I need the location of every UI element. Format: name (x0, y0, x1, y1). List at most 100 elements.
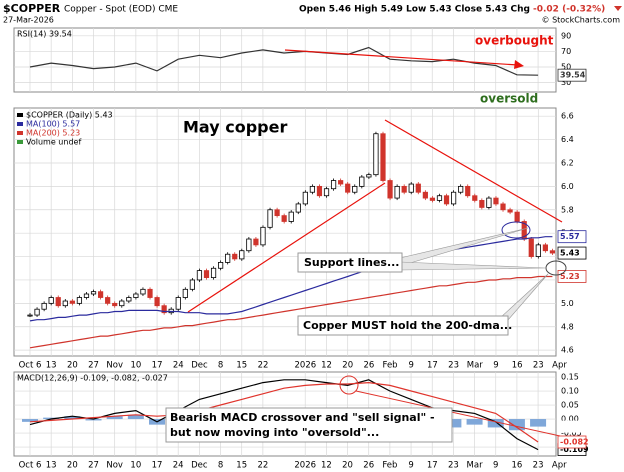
highlight-circle (339, 375, 359, 395)
candle (239, 250, 245, 260)
candle (323, 188, 330, 197)
candle (408, 183, 414, 193)
y-tick-label: 30 (561, 78, 571, 87)
candle (196, 270, 203, 281)
histogram-bar (64, 416, 81, 420)
x-tick-label: 17 (427, 361, 438, 371)
y-tick-label: 70 (561, 47, 571, 56)
x-tick-label: Apr (552, 461, 567, 471)
candle (436, 195, 443, 201)
histogram-bar (127, 414, 144, 420)
x-tick-label: 9 (409, 361, 414, 371)
down-arrow-icon (614, 6, 622, 11)
candle (535, 244, 541, 257)
annotation: overbought (475, 34, 554, 48)
legend-label: Volume undef (26, 138, 81, 147)
candle (126, 297, 132, 302)
x-tick-label: Dec (191, 361, 208, 371)
legend-swatch (17, 140, 23, 144)
candle (267, 209, 273, 228)
x-tick-label: 15 (236, 461, 247, 471)
candle (542, 244, 548, 252)
y-tick-label: 0.15 (561, 373, 579, 382)
last-value-label: 5.23 (560, 272, 580, 281)
histogram-bar (530, 419, 547, 427)
price-panel (13, 107, 557, 357)
y-tick-label: 0.00 (561, 415, 579, 424)
candle (182, 288, 188, 298)
candle (373, 133, 379, 176)
candle (154, 297, 160, 307)
candle (394, 185, 400, 199)
x-tick-label: Apr (552, 361, 567, 371)
candle (472, 195, 478, 201)
candle (345, 183, 351, 193)
support-trendline (187, 182, 386, 313)
x-tick-label: 27 (88, 361, 99, 371)
y-tick-label: 0.05 (561, 401, 579, 410)
candle (34, 308, 40, 316)
y-tick-label: 6.0 (561, 182, 574, 191)
candle (76, 297, 83, 304)
candle (500, 203, 506, 211)
annotation: Support lines... (304, 256, 400, 269)
candle (422, 191, 428, 199)
histogram-bar (85, 419, 102, 421)
candle (387, 180, 393, 199)
last-value-label: 5.57 (560, 232, 580, 241)
annotation: oversold (480, 92, 538, 106)
x-tick-label: 20 (67, 361, 78, 371)
candle (69, 300, 75, 304)
x-tick-label: 26 (363, 361, 374, 371)
source: © StockCharts.com (542, 16, 621, 25)
candle (302, 191, 308, 205)
candle (133, 293, 139, 298)
x-tick-label: 20 (67, 461, 78, 471)
histogram-bar (445, 419, 462, 428)
candle (140, 288, 146, 295)
annotation-box (297, 315, 509, 336)
candle (549, 250, 556, 254)
y-tick-label: 6.4 (561, 135, 574, 144)
y-tick-label: 5.8 (561, 205, 574, 214)
histogram-bar (487, 419, 504, 428)
candle (429, 197, 436, 201)
y-tick-label: 4.8 (561, 322, 574, 331)
candle (189, 279, 195, 290)
resistance-trendline (384, 119, 563, 223)
x-tick-label: 26 (363, 461, 374, 471)
x-tick-label: 9 (493, 461, 498, 471)
x-tick-label: 13 (46, 461, 57, 471)
candle (203, 270, 210, 279)
candle (479, 200, 485, 208)
candle (415, 183, 421, 193)
x-tick-label: 24 (173, 361, 184, 371)
candle (175, 297, 181, 310)
date: 27-Mar-2026 (3, 16, 54, 25)
histogram-bar (22, 419, 38, 422)
candle (338, 180, 344, 185)
x-tick-label: 23 (533, 461, 544, 471)
candle (443, 195, 450, 205)
last-value-box (557, 230, 587, 244)
annotation: Copper MUST hold the 200-dma... (303, 319, 512, 332)
highlight-ellipse (501, 221, 531, 239)
series-line (29, 381, 539, 443)
x-tick-label: 17 (152, 361, 163, 371)
series-line (29, 379, 539, 451)
candle (253, 238, 259, 246)
candle (465, 185, 471, 197)
macd-trendline (355, 390, 561, 437)
candle (98, 291, 104, 298)
candle (210, 267, 217, 279)
candle (232, 253, 238, 260)
histogram-bar (466, 419, 483, 425)
candle (309, 185, 316, 193)
candle (260, 226, 266, 246)
x-tick-label: 16 (511, 461, 522, 471)
candle (161, 305, 167, 314)
description: Copper - Spot (EOD) CME (64, 5, 178, 15)
rsi-panel (13, 27, 557, 93)
x-tick-label: 10 (130, 361, 141, 371)
legend-swatch (17, 113, 23, 117)
